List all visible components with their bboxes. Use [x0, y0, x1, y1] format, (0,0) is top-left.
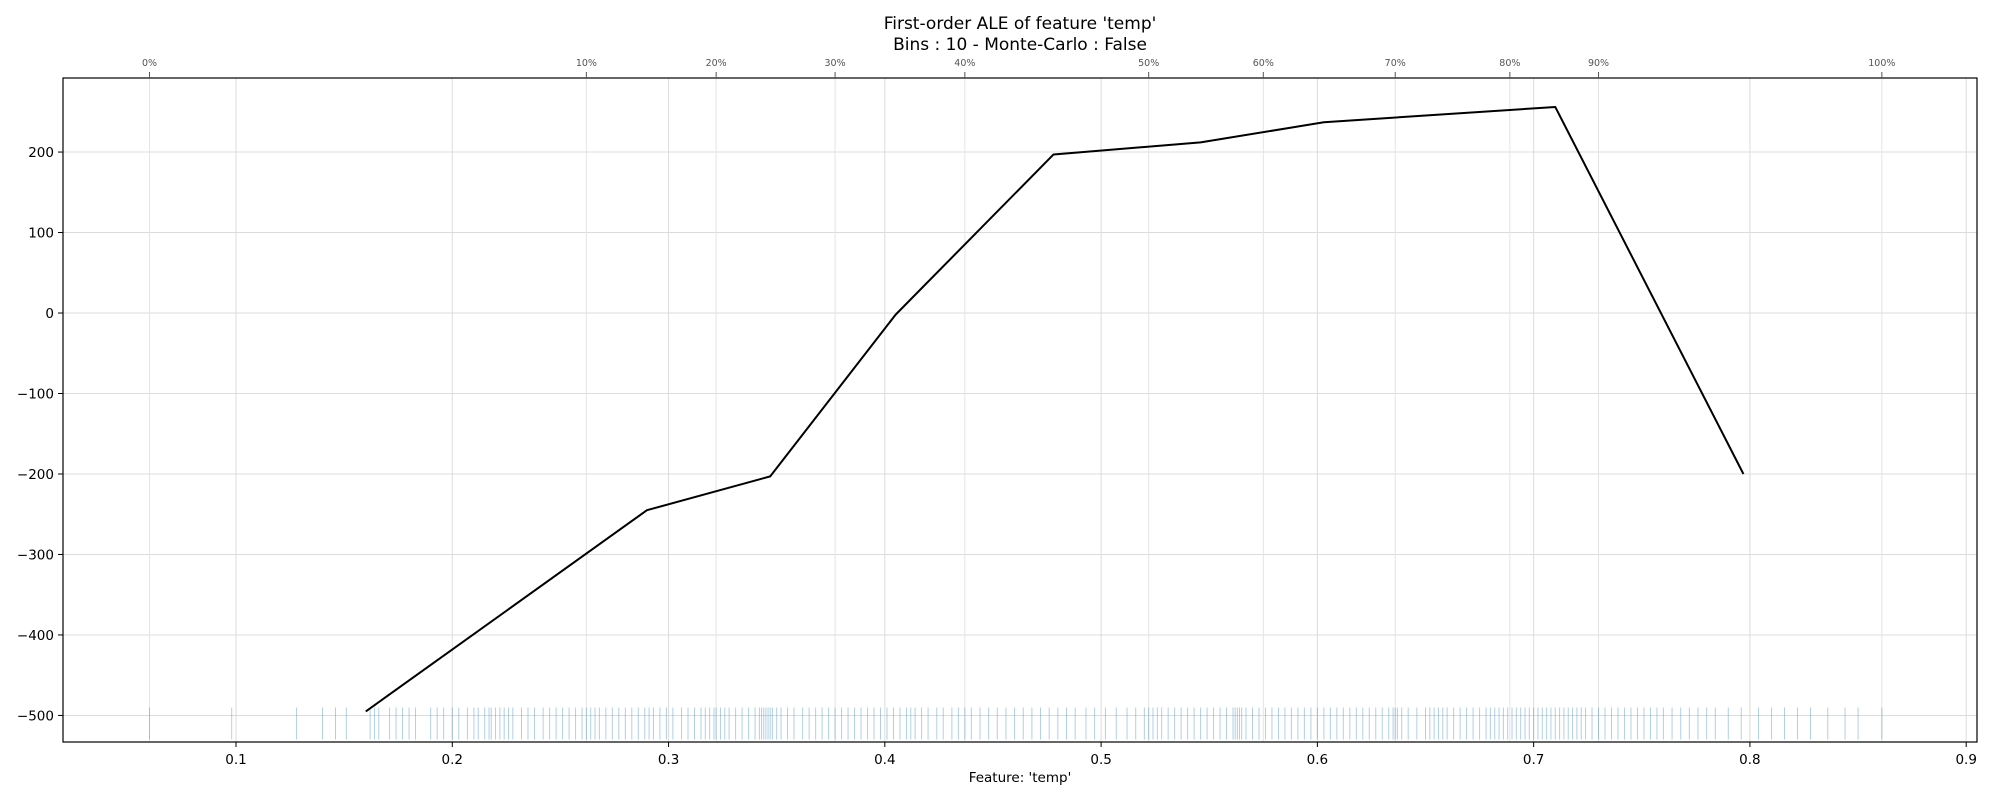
x-tick-label: 0.5 [1090, 752, 1111, 768]
quantile-tick-label: 100% [1868, 58, 1895, 69]
x-axis-ticks: 0.1 0.2 0.3 0.4 0.5 0.6 0.7 0.8 0.9 [225, 742, 1977, 768]
y-tick-label: 100 [28, 226, 54, 242]
x-tick-label: 0.1 [225, 752, 246, 768]
quantile-tick-label: 90% [1588, 58, 1609, 69]
ale-line [365, 105, 1745, 713]
x-tick-label: 0.6 [1307, 752, 1328, 768]
grid [63, 78, 1977, 742]
plot-frame [62, 77, 1978, 743]
y-tick-label: −500 [17, 708, 54, 724]
y-tick-label: −200 [17, 467, 54, 483]
x-tick-label: 0.8 [1739, 752, 1760, 768]
quantile-tick-label: 10% [576, 58, 597, 69]
quantile-axis: 0% 10% 20% 30% 40% 50% 60% 70% 80% 90% 100% [142, 58, 1895, 78]
y-tick-label: −400 [17, 628, 54, 644]
ale-series [365, 105, 1745, 713]
x-tick-label: 0.2 [442, 752, 463, 768]
chart-subtitle: Bins : 10 - Monte-Carlo : False [893, 35, 1147, 55]
quantile-tick-label: 50% [1138, 58, 1159, 69]
y-tick-label: −300 [17, 547, 54, 563]
y-tick-label: 0 [45, 306, 54, 322]
quantile-tick-label: 40% [954, 58, 975, 69]
quantile-tick-label: 80% [1499, 58, 1520, 69]
quantile-tick-label: 20% [706, 58, 727, 69]
x-tick-label: 0.4 [874, 752, 895, 768]
y-axis-ticks: −500 −400 −300 −200 −100 0 100 200 [17, 145, 63, 724]
x-tick-label: 0.3 [658, 752, 679, 768]
x-axis-title: Feature: 'temp' [969, 770, 1072, 786]
y-tick-label: 200 [28, 145, 54, 161]
y-tick-label: −100 [17, 387, 54, 403]
rug-plot [149, 707, 1883, 740]
quantile-tick-label: 60% [1253, 58, 1274, 69]
chart-title: First-order ALE of feature 'temp' [884, 14, 1157, 34]
quantile-tick-label: 0% [142, 58, 157, 69]
x-tick-label: 0.7 [1523, 752, 1544, 768]
x-tick-label: 0.9 [1955, 752, 1976, 768]
quantile-tick-label: 70% [1385, 58, 1406, 69]
quantile-tick-label: 30% [825, 58, 846, 69]
